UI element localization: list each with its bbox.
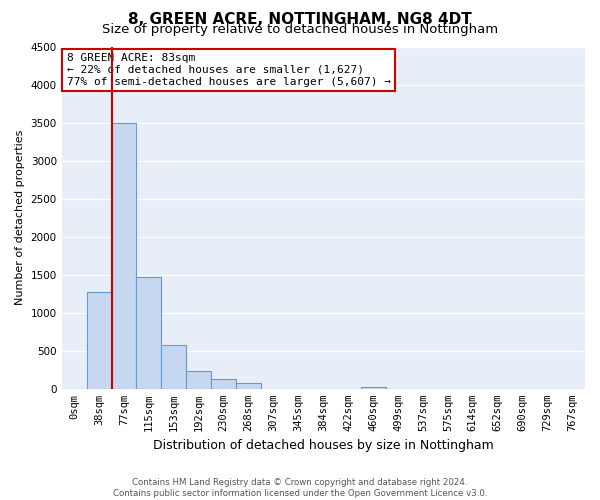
Bar xyxy=(112,122,136,389)
Bar xyxy=(136,276,161,389)
Text: Contains HM Land Registry data © Crown copyright and database right 2024.
Contai: Contains HM Land Registry data © Crown c… xyxy=(113,478,487,498)
Bar xyxy=(361,386,386,389)
Bar xyxy=(211,379,236,389)
Bar xyxy=(86,292,112,389)
Text: Size of property relative to detached houses in Nottingham: Size of property relative to detached ho… xyxy=(102,22,498,36)
Y-axis label: Number of detached properties: Number of detached properties xyxy=(15,130,25,306)
Bar xyxy=(186,370,211,389)
X-axis label: Distribution of detached houses by size in Nottingham: Distribution of detached houses by size … xyxy=(153,440,494,452)
Text: 8, GREEN ACRE, NOTTINGHAM, NG8 4DT: 8, GREEN ACRE, NOTTINGHAM, NG8 4DT xyxy=(128,12,472,28)
Text: 8 GREEN ACRE: 83sqm
← 22% of detached houses are smaller (1,627)
77% of semi-det: 8 GREEN ACRE: 83sqm ← 22% of detached ho… xyxy=(67,54,391,86)
Bar xyxy=(161,345,186,389)
Bar xyxy=(236,383,261,389)
